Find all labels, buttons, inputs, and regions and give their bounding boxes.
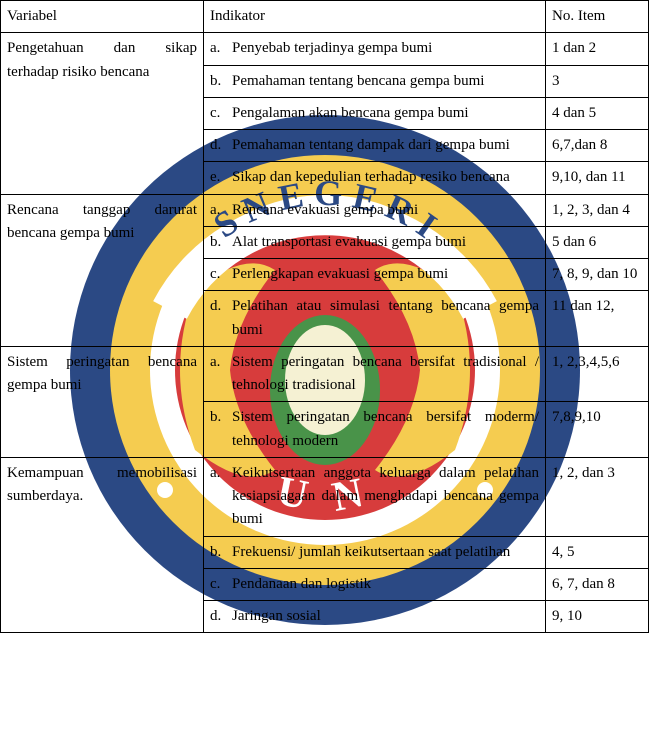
no-item-cell: 7, 8, 9, dan 10 <box>546 259 649 291</box>
indikator-cell: b.Frekuensi/ jumlah keikutsertaan saat p… <box>204 536 546 568</box>
indikator-cell: c.Pendanaan dan logistik <box>204 568 546 600</box>
indikator-cell: a.Penyebab terjadinya gempa bumi <box>204 33 546 65</box>
indikator-text: Sistem peringatan bencana bersifat moder… <box>232 406 539 453</box>
variabel-cell: Rencana tanggap darurat bencana gempa bu… <box>1 194 204 346</box>
table-row: Pengetahuan dan sikap terhadap risiko be… <box>1 33 649 65</box>
no-item-cell: 1 dan 2 <box>546 33 649 65</box>
table-row: Kemampuan memobilisasi sumberdaya.a.Keik… <box>1 457 649 536</box>
indikator-cell: d.Jaringan sosial <box>204 601 546 633</box>
indikator-text: Alat transportasi evakuasi gempa bumi <box>232 231 539 254</box>
variabel-cell: Sistem peringatan bencana gempa bumi <box>1 346 204 457</box>
indikator-text: Jaringan sosial <box>232 605 539 628</box>
no-item-cell: 9,10, dan 11 <box>546 162 649 194</box>
indikator-letter: e. <box>210 166 232 189</box>
indikator-cell: a.Sistem peringatan bencana bersifat tra… <box>204 346 546 402</box>
no-item-cell: 6, 7, dan 8 <box>546 568 649 600</box>
indikator-letter: d. <box>210 134 232 157</box>
no-item-cell: 3 <box>546 65 649 97</box>
no-item-cell: 1, 2, 3, dan 4 <box>546 194 649 226</box>
indikator-letter: d. <box>210 605 232 628</box>
indikator-cell: d.Pemahaman tentang dampak dari gempa bu… <box>204 130 546 162</box>
indikator-text: Pelatihan atau simulasi tentang bencana … <box>232 295 539 342</box>
indikator-cell: e.Sikap dan kepedulian terhadap resiko b… <box>204 162 546 194</box>
indikator-cell: a.Rencana evakuasi gempa bumi <box>204 194 546 226</box>
no-item-cell: 7,8,9,10 <box>546 402 649 458</box>
table-header-row: Variabel Indikator No. Item <box>1 1 649 33</box>
no-item-cell: 6,7,dan 8 <box>546 130 649 162</box>
no-item-cell: 11 dan 12, <box>546 291 649 347</box>
indikator-letter: b. <box>210 406 232 429</box>
indikator-text: Perlengkapan evakuasi gempa bumi <box>232 263 539 286</box>
indikator-text: Pengalaman akan bencana gempa bumi <box>232 102 539 125</box>
indikator-letter: b. <box>210 541 232 564</box>
indikator-text: Penyebab terjadinya gempa bumi <box>232 37 539 60</box>
indikator-letter: c. <box>210 102 232 125</box>
indikator-letter: b. <box>210 231 232 254</box>
indikator-letter: a. <box>210 37 232 60</box>
table-row: Rencana tanggap darurat bencana gempa bu… <box>1 194 649 226</box>
header-indikator: Indikator <box>204 1 546 33</box>
indikator-text: Sistem peringatan bencana bersifat tradi… <box>232 351 539 398</box>
no-item-cell: 5 dan 6 <box>546 226 649 258</box>
indikator-text: Pendanaan dan logistik <box>232 573 539 596</box>
indikator-cell: b.Sistem peringatan bencana bersifat mod… <box>204 402 546 458</box>
indikator-letter: a. <box>210 351 232 374</box>
indikator-letter: a. <box>210 199 232 222</box>
indikator-cell: b.Alat transportasi evakuasi gempa bumi <box>204 226 546 258</box>
indikator-text: Frekuensi/ jumlah keikutsertaan saat pel… <box>232 541 539 564</box>
indikator-letter: d. <box>210 295 232 318</box>
indikator-cell: a.Keikutsertaan anggota keluarga dalam p… <box>204 457 546 536</box>
no-item-cell: 1, 2,3,4,5,6 <box>546 346 649 402</box>
no-item-cell: 9, 10 <box>546 601 649 633</box>
indikator-cell: b.Pemahaman tentang bencana gempa bumi <box>204 65 546 97</box>
header-variabel: Variabel <box>1 1 204 33</box>
table-row: Sistem peringatan bencana gempa bumia.Si… <box>1 346 649 402</box>
indikator-cell: c.Perlengkapan evakuasi gempa bumi <box>204 259 546 291</box>
variabel-cell: Pengetahuan dan sikap terhadap risiko be… <box>1 33 204 194</box>
indikator-text: Keikutsertaan anggota keluarga dalam pel… <box>232 462 539 532</box>
indikator-text: Rencana evakuasi gempa bumi <box>232 199 539 222</box>
indikator-letter: c. <box>210 573 232 596</box>
indikator-text: Pemahaman tentang dampak dari gempa bumi <box>232 134 539 157</box>
instrument-table: Variabel Indikator No. Item Pengetahuan … <box>0 0 649 633</box>
indikator-letter: c. <box>210 263 232 286</box>
variabel-cell: Kemampuan memobilisasi sumberdaya. <box>1 457 204 633</box>
indikator-text: Sikap dan kepedulian terhadap resiko ben… <box>232 166 539 189</box>
indikator-cell: d.Pelatihan atau simulasi tentang bencan… <box>204 291 546 347</box>
no-item-cell: 1, 2, dan 3 <box>546 457 649 536</box>
indikator-letter: a. <box>210 462 232 485</box>
no-item-cell: 4 dan 5 <box>546 97 649 129</box>
indikator-cell: c.Pengalaman akan bencana gempa bumi <box>204 97 546 129</box>
indikator-text: Pemahaman tentang bencana gempa bumi <box>232 70 539 93</box>
indikator-letter: b. <box>210 70 232 93</box>
no-item-cell: 4, 5 <box>546 536 649 568</box>
header-no-item: No. Item <box>546 1 649 33</box>
